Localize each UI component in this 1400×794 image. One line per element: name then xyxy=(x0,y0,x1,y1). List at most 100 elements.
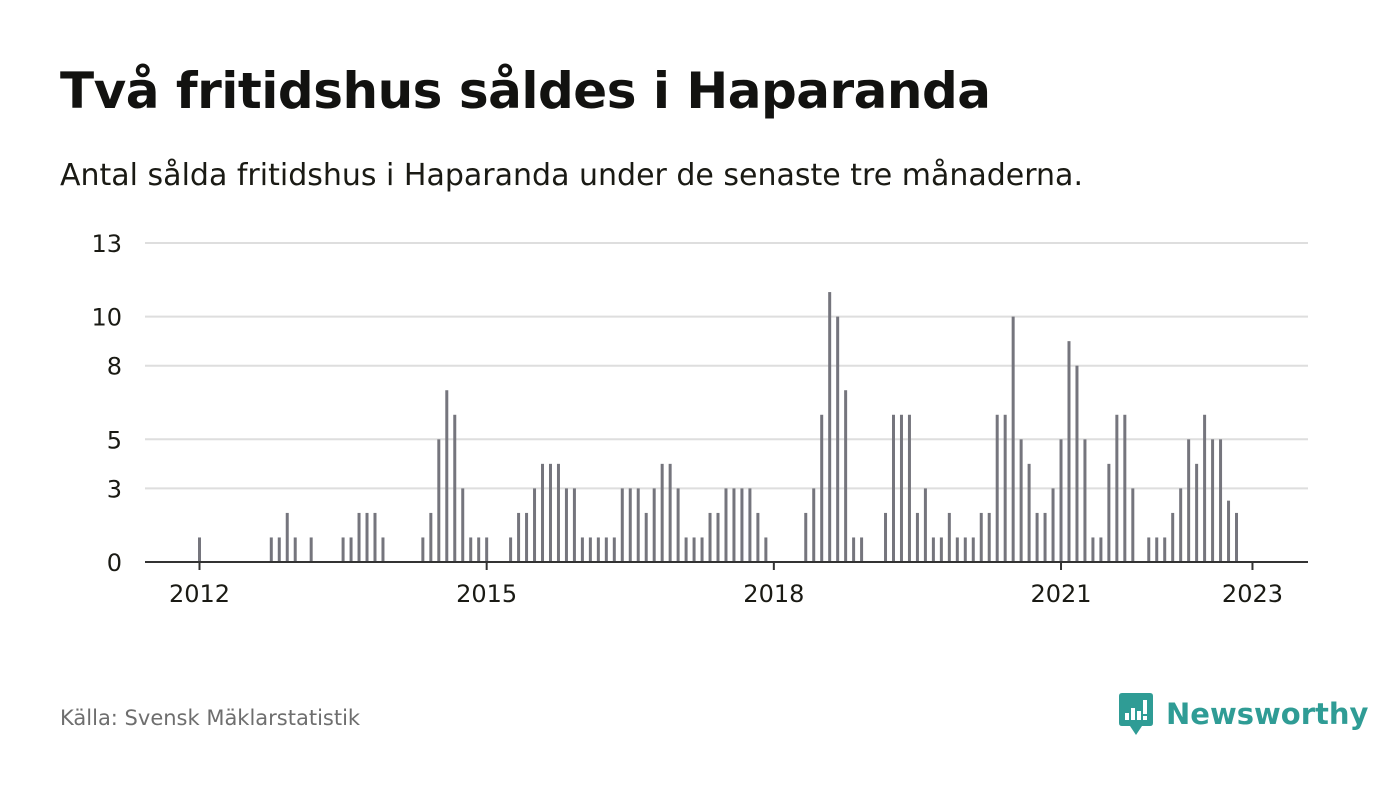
bar xyxy=(469,537,473,562)
bar xyxy=(357,512,361,562)
bar xyxy=(660,463,664,562)
bar xyxy=(421,537,425,562)
bar xyxy=(804,512,808,562)
bar xyxy=(700,537,704,562)
bar xyxy=(541,463,545,562)
bar xyxy=(445,390,449,562)
bar xyxy=(604,537,608,562)
bar xyxy=(1179,488,1183,562)
bar xyxy=(636,488,640,562)
bar xyxy=(437,439,441,562)
y-tick-label: 8 xyxy=(107,353,122,381)
bar xyxy=(1043,512,1047,562)
bar xyxy=(1187,439,1191,562)
bar xyxy=(269,537,273,562)
bar xyxy=(724,488,728,562)
page-title: Två fritidshus såldes i Haparanda xyxy=(60,62,991,120)
bar xyxy=(517,512,521,562)
bar xyxy=(381,537,385,562)
x-tick-label: 2015 xyxy=(456,580,517,608)
bar xyxy=(1171,512,1175,562)
bar xyxy=(293,537,297,562)
bar xyxy=(860,537,864,562)
bar xyxy=(548,463,552,562)
bar xyxy=(1019,439,1023,562)
bar xyxy=(1099,537,1103,562)
bar xyxy=(477,537,481,562)
brand-logo: Newsworthy xyxy=(1118,690,1368,738)
y-tick-label: 13 xyxy=(91,230,122,258)
bar xyxy=(939,537,943,562)
bar xyxy=(1163,537,1167,562)
bar xyxy=(1091,537,1095,562)
bar xyxy=(349,537,353,562)
newsworthy-logo-icon xyxy=(1119,693,1153,735)
bar xyxy=(525,512,529,562)
bar xyxy=(485,537,489,562)
bar xyxy=(891,414,895,562)
bar xyxy=(198,537,201,562)
x-tick-label: 2018 xyxy=(743,580,804,608)
bar xyxy=(1075,365,1079,562)
bar xyxy=(955,537,959,562)
y-tick-label: 3 xyxy=(107,475,122,503)
bar xyxy=(628,488,632,562)
bar xyxy=(692,537,696,562)
bar xyxy=(708,512,712,562)
x-tick-label: 2012 xyxy=(169,580,230,608)
brand-name: Newsworthy xyxy=(1166,697,1369,731)
bar xyxy=(987,512,991,562)
bar xyxy=(1067,341,1071,562)
x-tick-label: 2021 xyxy=(1030,580,1091,608)
y-tick-label: 0 xyxy=(107,549,122,577)
bar xyxy=(1107,463,1111,562)
bar xyxy=(668,463,672,562)
bar xyxy=(365,512,369,562)
bar xyxy=(947,512,951,562)
bar xyxy=(341,537,345,562)
bar xyxy=(1227,500,1231,562)
bar xyxy=(844,390,848,562)
bar xyxy=(979,512,983,562)
bar xyxy=(1219,439,1223,562)
bar-chart: 035810132012201520182021202322 xyxy=(91,0,1308,608)
bar xyxy=(620,488,624,562)
bar xyxy=(852,537,856,562)
bar xyxy=(1011,316,1015,562)
bar xyxy=(429,512,433,562)
data-label-halo: 2 xyxy=(1245,0,1260,6)
bar xyxy=(716,512,720,562)
bar xyxy=(884,512,888,562)
y-tick-label: 10 xyxy=(91,304,122,332)
bar xyxy=(684,537,688,562)
bar xyxy=(812,488,816,562)
bar xyxy=(820,414,824,562)
bar xyxy=(1115,414,1119,562)
bar xyxy=(1027,463,1031,562)
bar xyxy=(588,537,592,562)
bar xyxy=(652,488,656,562)
bar xyxy=(1155,537,1159,562)
y-tick-label: 5 xyxy=(107,426,122,454)
bar xyxy=(1123,414,1127,562)
bar xyxy=(1003,414,1007,562)
bar xyxy=(612,537,616,562)
bar xyxy=(1147,537,1151,562)
bar xyxy=(836,316,840,562)
bar xyxy=(764,537,768,562)
bar xyxy=(1035,512,1039,562)
bar xyxy=(285,512,289,562)
bar xyxy=(572,488,576,562)
bar xyxy=(1195,463,1199,562)
bar xyxy=(533,488,537,562)
bar xyxy=(596,537,600,562)
bar xyxy=(580,537,584,562)
bar xyxy=(732,488,736,562)
bar xyxy=(907,414,911,562)
bar xyxy=(995,414,999,562)
bar xyxy=(461,488,465,562)
bar xyxy=(309,537,313,562)
x-tick-label: 2023 xyxy=(1222,580,1283,608)
bar xyxy=(1083,439,1087,562)
bar xyxy=(748,488,752,562)
